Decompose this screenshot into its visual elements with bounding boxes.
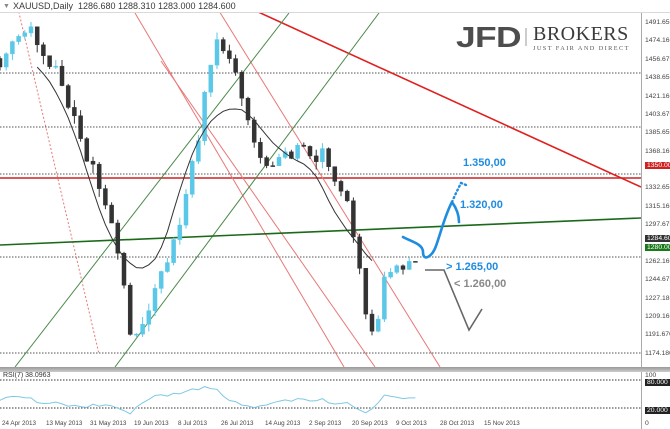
svg-text:> 1.265,00: > 1.265,00	[446, 261, 498, 273]
svg-text:< 1.260,00: < 1.260,00	[454, 278, 506, 290]
svg-text:BROKERS: BROKERS	[533, 23, 629, 45]
svg-text:1.350,00: 1.350,00	[463, 157, 506, 169]
svg-text:1.320,00: 1.320,00	[460, 199, 503, 211]
svg-text:JFD: JFD	[456, 22, 521, 54]
svg-text:JUST FAIR AND DIRECT: JUST FAIR AND DIRECT	[533, 45, 630, 52]
